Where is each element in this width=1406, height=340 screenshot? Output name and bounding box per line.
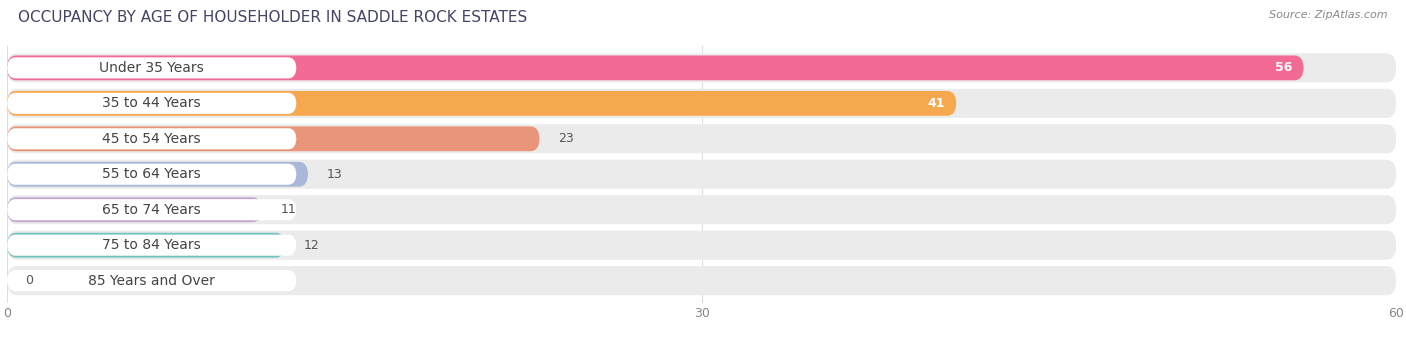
Text: 65 to 74 Years: 65 to 74 Years [103, 203, 201, 217]
Text: 41: 41 [927, 97, 945, 110]
FancyBboxPatch shape [7, 124, 1396, 153]
Text: 35 to 44 Years: 35 to 44 Years [103, 96, 201, 110]
FancyBboxPatch shape [7, 126, 540, 151]
Text: 45 to 54 Years: 45 to 54 Years [103, 132, 201, 146]
FancyBboxPatch shape [7, 91, 956, 116]
Text: 55 to 64 Years: 55 to 64 Years [103, 167, 201, 181]
FancyBboxPatch shape [7, 195, 1396, 224]
Text: 0: 0 [25, 274, 34, 287]
Text: 12: 12 [304, 239, 319, 252]
FancyBboxPatch shape [7, 235, 297, 256]
FancyBboxPatch shape [7, 128, 297, 149]
Text: 85 Years and Over: 85 Years and Over [89, 274, 215, 288]
Text: 11: 11 [280, 203, 297, 216]
Text: OCCUPANCY BY AGE OF HOUSEHOLDER IN SADDLE ROCK ESTATES: OCCUPANCY BY AGE OF HOUSEHOLDER IN SADDL… [18, 10, 527, 25]
FancyBboxPatch shape [7, 231, 1396, 260]
Text: 13: 13 [326, 168, 342, 181]
Text: Source: ZipAtlas.com: Source: ZipAtlas.com [1270, 10, 1388, 20]
Text: 75 to 84 Years: 75 to 84 Years [103, 238, 201, 252]
FancyBboxPatch shape [7, 89, 1396, 118]
Text: 23: 23 [558, 132, 574, 145]
FancyBboxPatch shape [7, 53, 1396, 82]
FancyBboxPatch shape [7, 160, 1396, 189]
FancyBboxPatch shape [7, 199, 297, 220]
FancyBboxPatch shape [7, 162, 308, 187]
FancyBboxPatch shape [7, 93, 297, 114]
FancyBboxPatch shape [7, 270, 297, 291]
FancyBboxPatch shape [7, 233, 285, 258]
FancyBboxPatch shape [7, 197, 262, 222]
FancyBboxPatch shape [7, 164, 297, 185]
FancyBboxPatch shape [7, 55, 1303, 80]
FancyBboxPatch shape [7, 57, 297, 79]
Text: Under 35 Years: Under 35 Years [100, 61, 204, 75]
Text: 56: 56 [1275, 62, 1292, 74]
FancyBboxPatch shape [7, 266, 1396, 295]
